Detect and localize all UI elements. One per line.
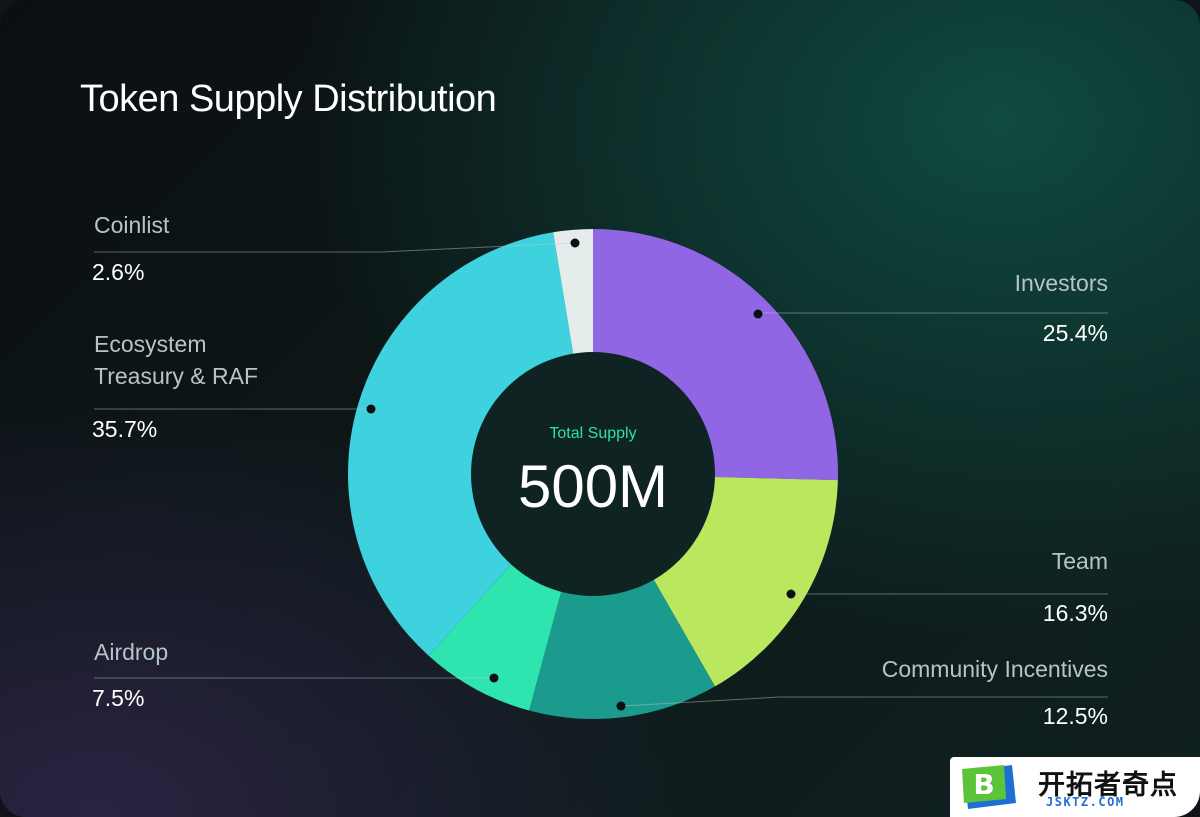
logo-text: 开拓者奇点: [1038, 770, 1178, 801]
label-coinlist-pct: 2.6%: [92, 259, 144, 285]
label-ecosystem-name-1: Ecosystem: [94, 331, 206, 357]
label-airdrop-name: Airdrop: [94, 639, 168, 665]
watermark-logo: B 开拓者奇点 JSKTZ.COM: [950, 757, 1200, 817]
leader-community: [620, 696, 1108, 707]
svg-text:B: B: [973, 768, 994, 801]
dot-coinlist: [570, 238, 580, 248]
logo-subtext: JSKTZ.COM: [1046, 795, 1125, 809]
slice-community-incentives: [529, 474, 716, 719]
label-community-pct: 12.5%: [1043, 703, 1108, 729]
label-ecosystem-name-2: Treasury & RAF: [94, 363, 258, 389]
chart-title: Token Supply Distribution: [80, 78, 497, 120]
leader-lines: [94, 242, 1108, 707]
label-investors-name: Investors: [1015, 270, 1108, 296]
marker-dots: [366, 238, 796, 711]
label-airdrop-pct: 7.5%: [92, 685, 144, 711]
dot-airdrop: [489, 673, 499, 683]
label-coinlist-name: Coinlist: [94, 212, 170, 238]
label-ecosystem-pct: 35.7%: [92, 416, 157, 442]
label-community-name: Community Incentives: [882, 656, 1108, 682]
dot-community: [616, 701, 626, 711]
label-team-pct: 16.3%: [1043, 600, 1108, 626]
dot-investors: [753, 309, 763, 319]
center-value: 500M: [518, 453, 668, 520]
slice-ecosystem-treasury-raf: [347, 232, 593, 656]
leader-coinlist: [94, 242, 575, 253]
dot-team: [786, 589, 796, 599]
label-investors-pct: 25.4%: [1043, 320, 1108, 346]
center-label: Total Supply: [549, 425, 636, 442]
label-team-name: Team: [1052, 548, 1108, 574]
donut-hole: [471, 352, 715, 596]
logo-mark-icon: B: [962, 765, 1016, 809]
dot-ecosystem: [366, 404, 376, 414]
